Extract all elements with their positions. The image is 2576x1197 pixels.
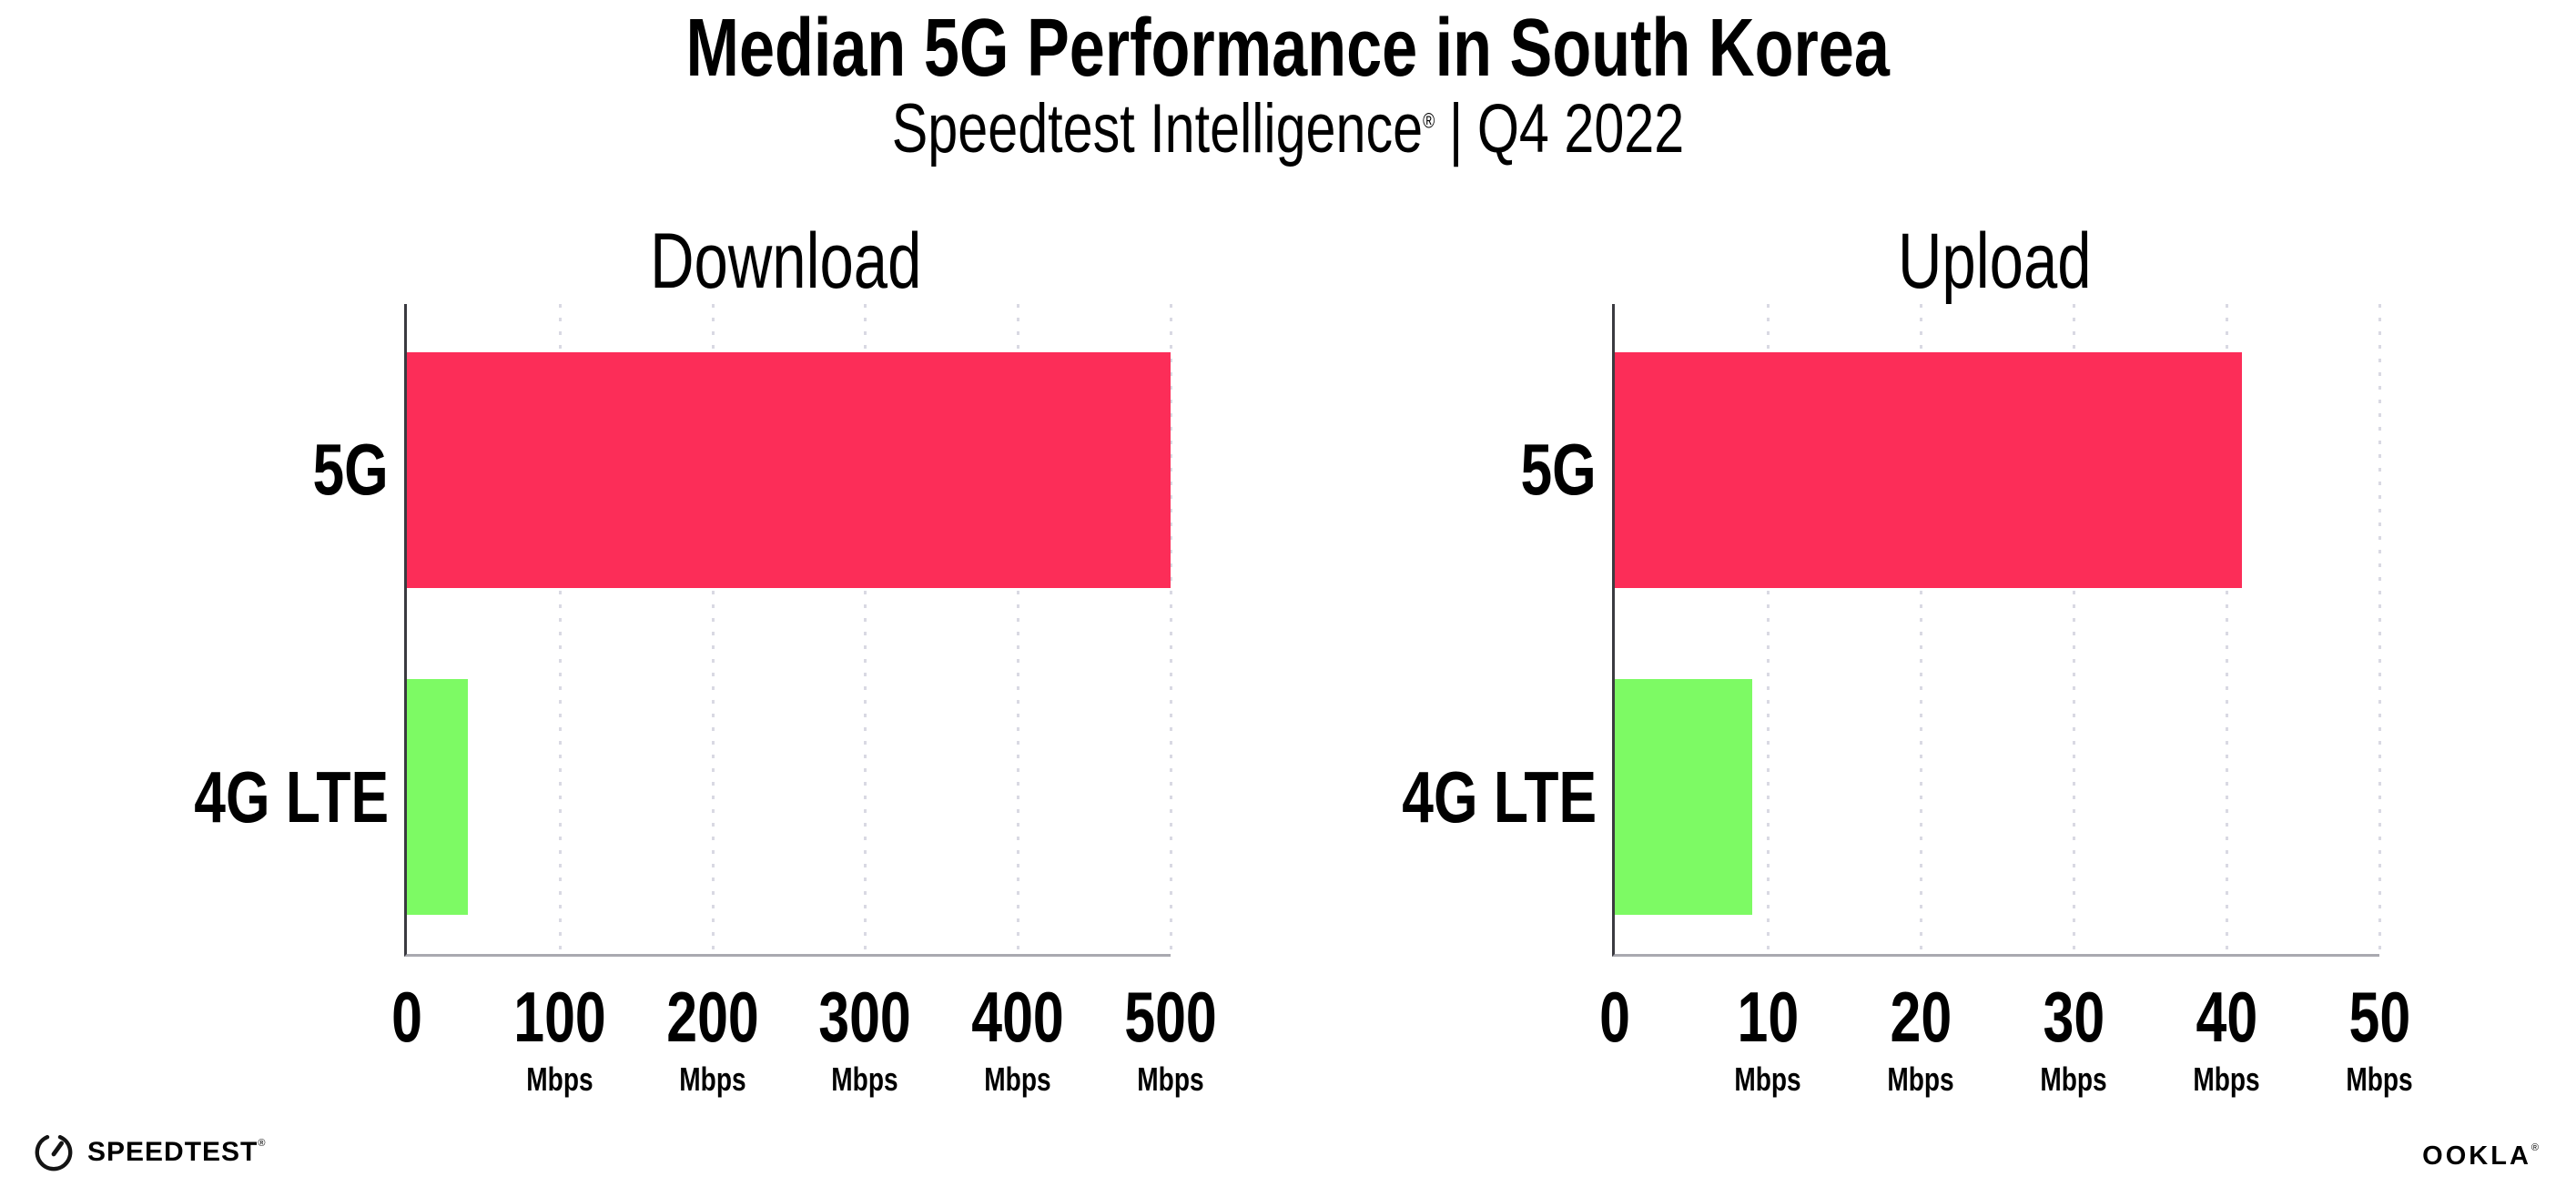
download-gridline-400 bbox=[1017, 304, 1020, 954]
upload-tick-50: 50 Mbps bbox=[2346, 977, 2413, 1098]
download-5g-bar bbox=[407, 351, 1171, 588]
download-5g-label: 5G bbox=[312, 429, 389, 511]
upload-gridline-20 bbox=[1920, 304, 1922, 954]
download-gridline-100 bbox=[558, 304, 562, 954]
upload-tick-10: 10 Mbps bbox=[1734, 977, 1801, 1098]
speedtest-gauge-icon bbox=[33, 1131, 75, 1173]
speedtest-logo: SPEEDTEST® bbox=[33, 1131, 266, 1173]
download-gridline-200 bbox=[711, 304, 715, 954]
upload-gridline-40 bbox=[2226, 304, 2228, 954]
upload-tick-0: 0 bbox=[1599, 977, 1630, 1057]
upload-tick-20: 20 Mbps bbox=[1887, 977, 1954, 1098]
download-gridline-500 bbox=[1170, 304, 1172, 954]
download-gridline-300 bbox=[864, 304, 867, 954]
download-tick-200: 200 Mbps bbox=[665, 977, 759, 1098]
download-tick-400: 400 Mbps bbox=[971, 977, 1064, 1098]
subtitle-brand: Speedtest Intelligence bbox=[891, 90, 1424, 167]
upload-4g-lte-label: 4G LTE bbox=[1402, 756, 1597, 837]
download-tick-100: 100 Mbps bbox=[513, 977, 606, 1098]
download-chart-title: Download bbox=[650, 218, 922, 305]
registered-mark: ® bbox=[1423, 108, 1435, 133]
speedtest-trademark: ® bbox=[258, 1138, 267, 1149]
upload-5g-label: 5G bbox=[1520, 429, 1597, 511]
upload-gridline-50 bbox=[2378, 304, 2381, 954]
upload-chart-title: Upload bbox=[1897, 218, 2092, 305]
ookla-logo: OOKLA® bbox=[2422, 1143, 2541, 1170]
download-4g-lte-label: 4G LTE bbox=[194, 756, 389, 837]
download-tick-300: 300 Mbps bbox=[818, 977, 912, 1098]
ookla-trademark: ® bbox=[2530, 1142, 2541, 1153]
upload-gridline-10 bbox=[1767, 304, 1770, 954]
ookla-wordmark: OOKLA bbox=[2422, 1141, 2531, 1171]
page-title: Median 5G Performance in South Korea bbox=[685, 3, 1891, 94]
subtitle-separator: | bbox=[1448, 90, 1464, 167]
upload-tick-40: 40 Mbps bbox=[2193, 977, 2260, 1098]
download-plot-area: 5G 4G LTE 0 100 Mbps 200 Mbps 300 Mbps 400 M… bbox=[194, 304, 1217, 1096]
download-tick-500: 500 Mbps bbox=[1124, 977, 1217, 1098]
page-subtitle: Speedtest Intelligence® | Q4 2022 bbox=[0, 89, 2576, 168]
download-4g-lte-bar bbox=[407, 678, 469, 916]
upload-plot-area: 5G 4G LTE 0 10 Mbps 20 Mbps 30 Mbps 40 Mbps … bbox=[1402, 304, 2413, 1096]
subtitle-period: Q4 2022 bbox=[1476, 90, 1685, 167]
upload-4g-lte-bar bbox=[1615, 678, 1753, 916]
upload-gridline-30 bbox=[2073, 304, 2075, 954]
upload-tick-30: 30 Mbps bbox=[2040, 977, 2107, 1098]
upload-5g-bar bbox=[1615, 351, 2242, 588]
speedtest-wordmark: SPEEDTEST® bbox=[87, 1137, 267, 1167]
download-tick-0: 0 bbox=[391, 977, 422, 1057]
